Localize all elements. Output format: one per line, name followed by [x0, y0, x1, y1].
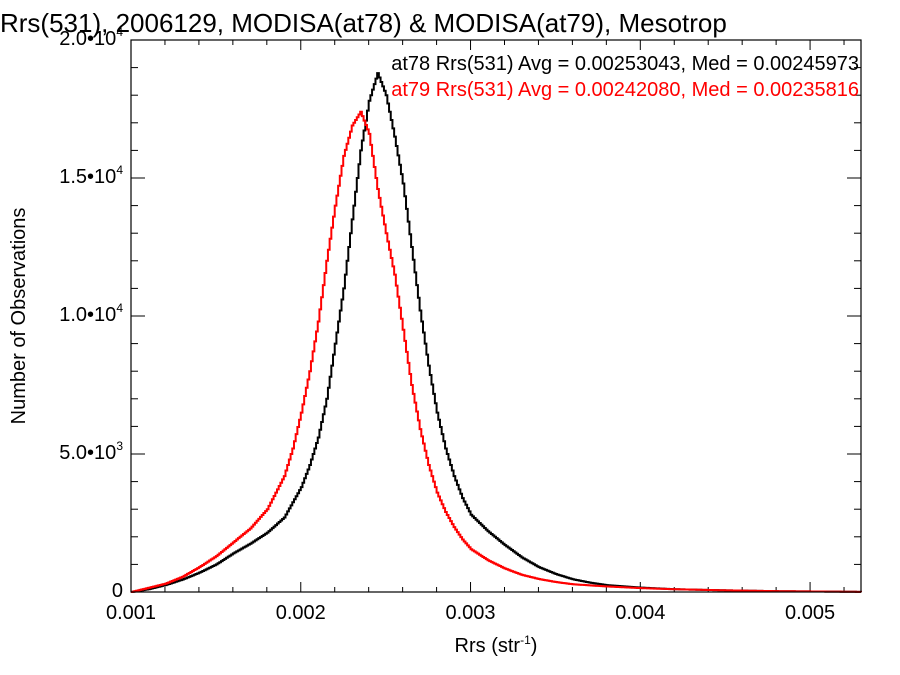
x-tick-label: 0.002	[276, 602, 326, 624]
x-axis-label-exponent: -1	[520, 633, 531, 647]
y-tick-label: 0	[112, 580, 123, 602]
series-line-at78	[131, 72, 862, 593]
y-tick-label: 5.0•103	[59, 439, 123, 464]
series-layer	[131, 72, 862, 593]
x-tick-label: 0.001	[106, 602, 156, 624]
annotation-at78: at78 Rrs(531) Avg = 0.00253043, Med = 0.…	[391, 53, 859, 75]
x-axis-label: Rrs (str-1)	[455, 633, 538, 657]
x-axis-ticks: 0.001 0.002 0.003 0.004 0.005	[106, 40, 845, 624]
y-tick-label: 1.5•104	[59, 163, 123, 188]
x-tick-label: 0.004	[615, 602, 665, 624]
x-tick-label: 0.005	[785, 602, 835, 624]
y-tick-label: 1.0•104	[59, 301, 123, 326]
plot-frame	[130, 39, 862, 593]
series-line-at79	[131, 110, 862, 593]
chart-title: Rrs(531), 2006129, MODISA(at78) & MODISA…	[0, 8, 727, 38]
y-axis-label: Number of Observations	[8, 208, 30, 425]
x-tick-label: 0.003	[446, 602, 496, 624]
y-axis-ticks: 0 5.0•103 1.0•104 1.5•104 2.0•104	[59, 25, 861, 602]
annotation-at79: at79 Rrs(531) Avg = 0.00242080, Med = 0.…	[391, 79, 859, 101]
y-tick-label: 2.0•104	[59, 25, 123, 50]
